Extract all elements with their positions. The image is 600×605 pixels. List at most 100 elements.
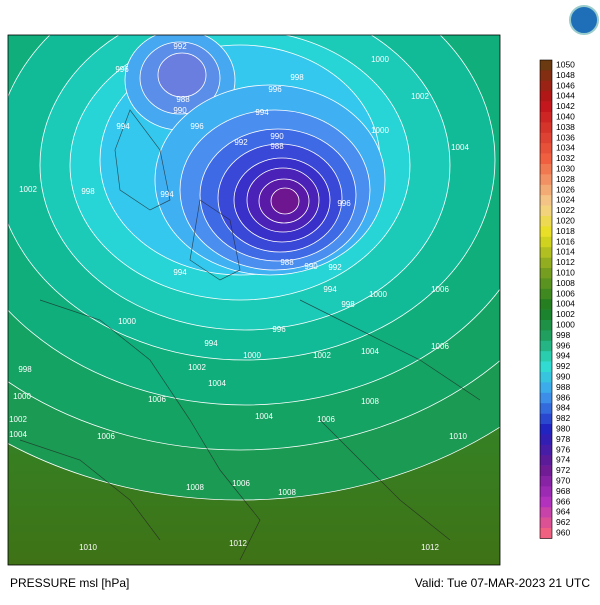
colorbar-label: 1024	[556, 195, 575, 205]
contour-label: 992	[234, 138, 248, 147]
colorbar-label: 960	[556, 527, 570, 537]
colorbar-label: 1038	[556, 122, 575, 132]
colorbar-label: 964	[556, 507, 570, 517]
contour-label: 1000	[243, 351, 261, 360]
colorbar-swatch	[540, 392, 552, 404]
colorbar-label: 996	[556, 340, 570, 350]
colorbar-label: 1010	[556, 267, 575, 277]
colorbar-swatch	[540, 60, 552, 71]
contour-label: 990	[304, 262, 318, 271]
contour-label: 1008	[278, 488, 296, 497]
contour-label: 1000	[371, 55, 389, 64]
colorbar-label: 1028	[556, 174, 575, 184]
contour-label: 990	[270, 132, 284, 141]
colorbar-label: 1020	[556, 215, 575, 225]
contour-label: 1012	[421, 543, 439, 552]
colorbar-swatch	[540, 70, 552, 82]
colorbar-label: 1014	[556, 247, 575, 257]
colorbar-label: 1012	[556, 257, 575, 267]
colorbar-label: 1040	[556, 111, 575, 121]
colorbar-label: 970	[556, 475, 570, 485]
contour-label: 994	[116, 122, 130, 131]
colorbar-label: 992	[556, 361, 570, 371]
colorbar-swatch	[540, 361, 552, 373]
contour-label: 994	[255, 108, 269, 117]
contour-label: 1002	[313, 351, 331, 360]
colorbar-swatch	[540, 465, 552, 477]
contour-label: 1000	[118, 317, 136, 326]
colorbar-label: 986	[556, 392, 570, 402]
colorbar-swatch	[540, 91, 552, 102]
colorbar-swatch	[540, 278, 552, 290]
colorbar-swatch	[540, 184, 552, 196]
contour-label: 1000	[13, 392, 31, 401]
contour-label: 1002	[19, 185, 37, 194]
colorbar-swatch	[540, 486, 552, 498]
contour-label: 994	[323, 285, 337, 294]
colorbar-label: 966	[556, 496, 570, 506]
colorbar-swatch	[540, 257, 552, 269]
colorbar-label: 968	[556, 486, 570, 496]
contour-label: 1006	[431, 342, 449, 351]
colorbar-swatch	[540, 403, 552, 414]
contour-label: 988	[280, 258, 294, 267]
contour-label: 990	[173, 106, 187, 115]
colorbar-swatch	[540, 413, 552, 425]
contour-label: 1004	[9, 430, 27, 439]
colorbar-swatch	[540, 247, 552, 258]
colorbar-swatch	[540, 205, 552, 217]
contour-label: 1008	[361, 397, 379, 406]
colorbar-swatch	[540, 434, 552, 446]
colorbar-label: 1036	[556, 132, 575, 142]
colorbar-swatch	[540, 340, 552, 352]
contour-label: 1004	[208, 379, 226, 388]
contour-label: 998	[81, 187, 95, 196]
colorbar-label: 998	[556, 330, 570, 340]
colorbar-swatch	[540, 517, 552, 529]
colorbar-swatch	[540, 299, 552, 310]
contour-label: 994	[173, 268, 187, 277]
colorbar-swatch	[540, 122, 552, 134]
colorbar-label: 982	[556, 413, 570, 423]
colorbar-label: 990	[556, 371, 570, 381]
colorbar-label: 1008	[556, 278, 575, 288]
contour-label: 1010	[79, 543, 97, 552]
contour-label: 998	[18, 365, 32, 374]
colorbar: 1050104810461044104210401038103610341032…	[539, 59, 575, 539]
contour-label: 1002	[9, 415, 27, 424]
colorbar-label: 1044	[556, 91, 575, 101]
colorbar-swatch	[540, 216, 552, 227]
contour-label: 1004	[361, 347, 379, 356]
colorbar-swatch	[540, 309, 552, 321]
colorbar-label: 1034	[556, 143, 575, 153]
colorbar-label: 980	[556, 423, 570, 433]
colorbar-label: 1042	[556, 101, 575, 111]
colorbar-label: 974	[556, 455, 570, 465]
colorbar-swatch	[540, 496, 552, 508]
colorbar-label: 976	[556, 444, 570, 454]
colorbar-swatch	[540, 372, 552, 383]
colorbar-swatch	[540, 195, 552, 206]
colorbar-swatch	[540, 507, 552, 518]
colorbar-label: 962	[556, 517, 570, 527]
colorbar-swatch	[540, 444, 552, 456]
colorbar-swatch	[540, 288, 552, 300]
contour-label: 994	[160, 190, 174, 199]
contour-label: 1012	[229, 539, 247, 548]
contour-label: 992	[328, 263, 342, 272]
contour-label: 1006	[148, 395, 166, 404]
colorbar-swatch	[540, 476, 552, 487]
colorbar-swatch	[540, 236, 552, 248]
colorbar-label: 988	[556, 382, 570, 392]
map-frame	[7, 34, 501, 566]
colorbar-label: 1032	[556, 153, 575, 163]
colorbar-label: 1000	[556, 319, 575, 329]
map-title: PRESSURE msl [hPa]	[10, 576, 129, 590]
contour-label: 996	[337, 199, 351, 208]
colorbar-label: 1048	[556, 70, 575, 80]
colorbar-label: 984	[556, 403, 570, 413]
contour-label: 1008	[186, 483, 204, 492]
colorbar-label: 1004	[556, 299, 575, 309]
